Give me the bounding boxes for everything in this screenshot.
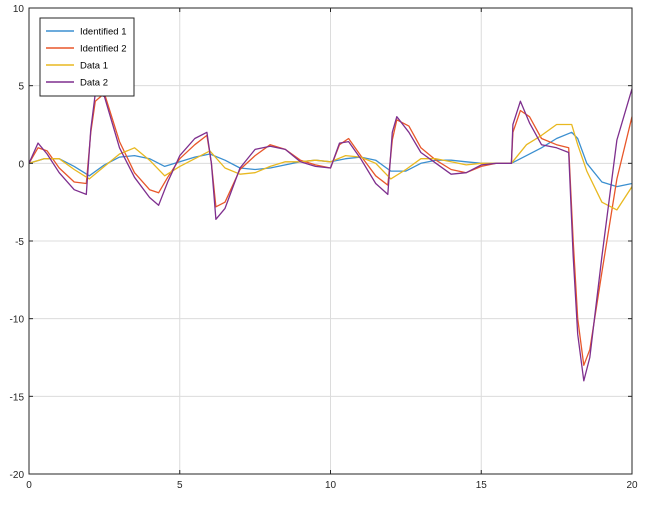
legend-label: Data 2 bbox=[80, 78, 108, 89]
series-line-identified-1 bbox=[28, 131, 633, 188]
y-tick-label: 0 bbox=[18, 159, 24, 170]
y-tick-label: 10 bbox=[13, 4, 25, 15]
legend-label: Identified 1 bbox=[80, 27, 126, 38]
x-tick-label: 10 bbox=[325, 480, 337, 491]
series-line-data-2 bbox=[28, 88, 633, 382]
y-tick-label: 5 bbox=[18, 82, 24, 93]
y-tick-label: -10 bbox=[10, 315, 25, 326]
y-tick-label: -20 bbox=[10, 470, 25, 481]
x-tick-label: 20 bbox=[626, 480, 638, 491]
ticks: 0 5 10 15 20 -20 -15 -10 -5 0 5 10 bbox=[10, 4, 638, 491]
x-tick-label: 15 bbox=[476, 480, 488, 491]
series-line-data-1 bbox=[28, 123, 633, 211]
x-tick-label: 5 bbox=[177, 480, 183, 491]
legend-label: Data 1 bbox=[80, 61, 108, 72]
y-tick-label: -15 bbox=[10, 392, 25, 403]
grid bbox=[28, 7, 633, 475]
legend: Identified 1 Identified 2 Data 1 Data 2 bbox=[39, 17, 135, 97]
y-tick-label: -5 bbox=[15, 237, 24, 248]
series-group bbox=[28, 88, 633, 382]
legend-label: Identified 2 bbox=[80, 44, 126, 55]
x-tick-label: 0 bbox=[26, 480, 32, 491]
